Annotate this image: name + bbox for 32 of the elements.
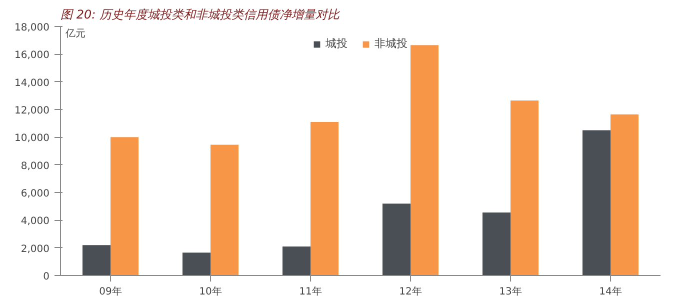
bar [382, 204, 410, 276]
y-tick-label: 10,000 [14, 133, 50, 144]
x-tick-label: 12年 [399, 286, 422, 298]
y-tick-label: 14,000 [14, 78, 50, 89]
bar [310, 122, 338, 276]
y-axis-title: 亿元 [64, 28, 86, 40]
y-tick-label: 16,000 [14, 50, 50, 62]
bar [182, 252, 210, 276]
x-tick-label: 11年 [299, 286, 322, 298]
bar [110, 137, 138, 276]
chart-title: 图 20: 历史年度城投类和非城投类信用债净增量对比 [60, 8, 340, 22]
x-tick-label: 09年 [99, 286, 122, 298]
bar [482, 212, 510, 276]
y-tick-label: 2,000 [20, 244, 50, 255]
y-tick-label: 4,000 [20, 216, 50, 228]
bar [582, 130, 610, 276]
bar [282, 246, 310, 276]
bar [510, 100, 538, 276]
y-tick-label: 8,000 [20, 160, 50, 172]
bar [610, 114, 638, 276]
legend-label: 非城投 [374, 36, 408, 51]
y-tick-label: 18,000 [14, 22, 50, 34]
x-tick-label: 10年 [199, 286, 222, 298]
bar [82, 245, 110, 276]
legend-label: 城投 [326, 36, 348, 51]
x-tick-label: 13年 [499, 286, 522, 298]
bar [410, 45, 438, 276]
bar [210, 144, 238, 276]
y-tick-label: 6,000 [20, 188, 50, 200]
y-tick-label: 12,000 [14, 106, 50, 116]
x-tick-label: 14年 [599, 286, 622, 298]
y-tick-label: 0 [43, 272, 50, 282]
